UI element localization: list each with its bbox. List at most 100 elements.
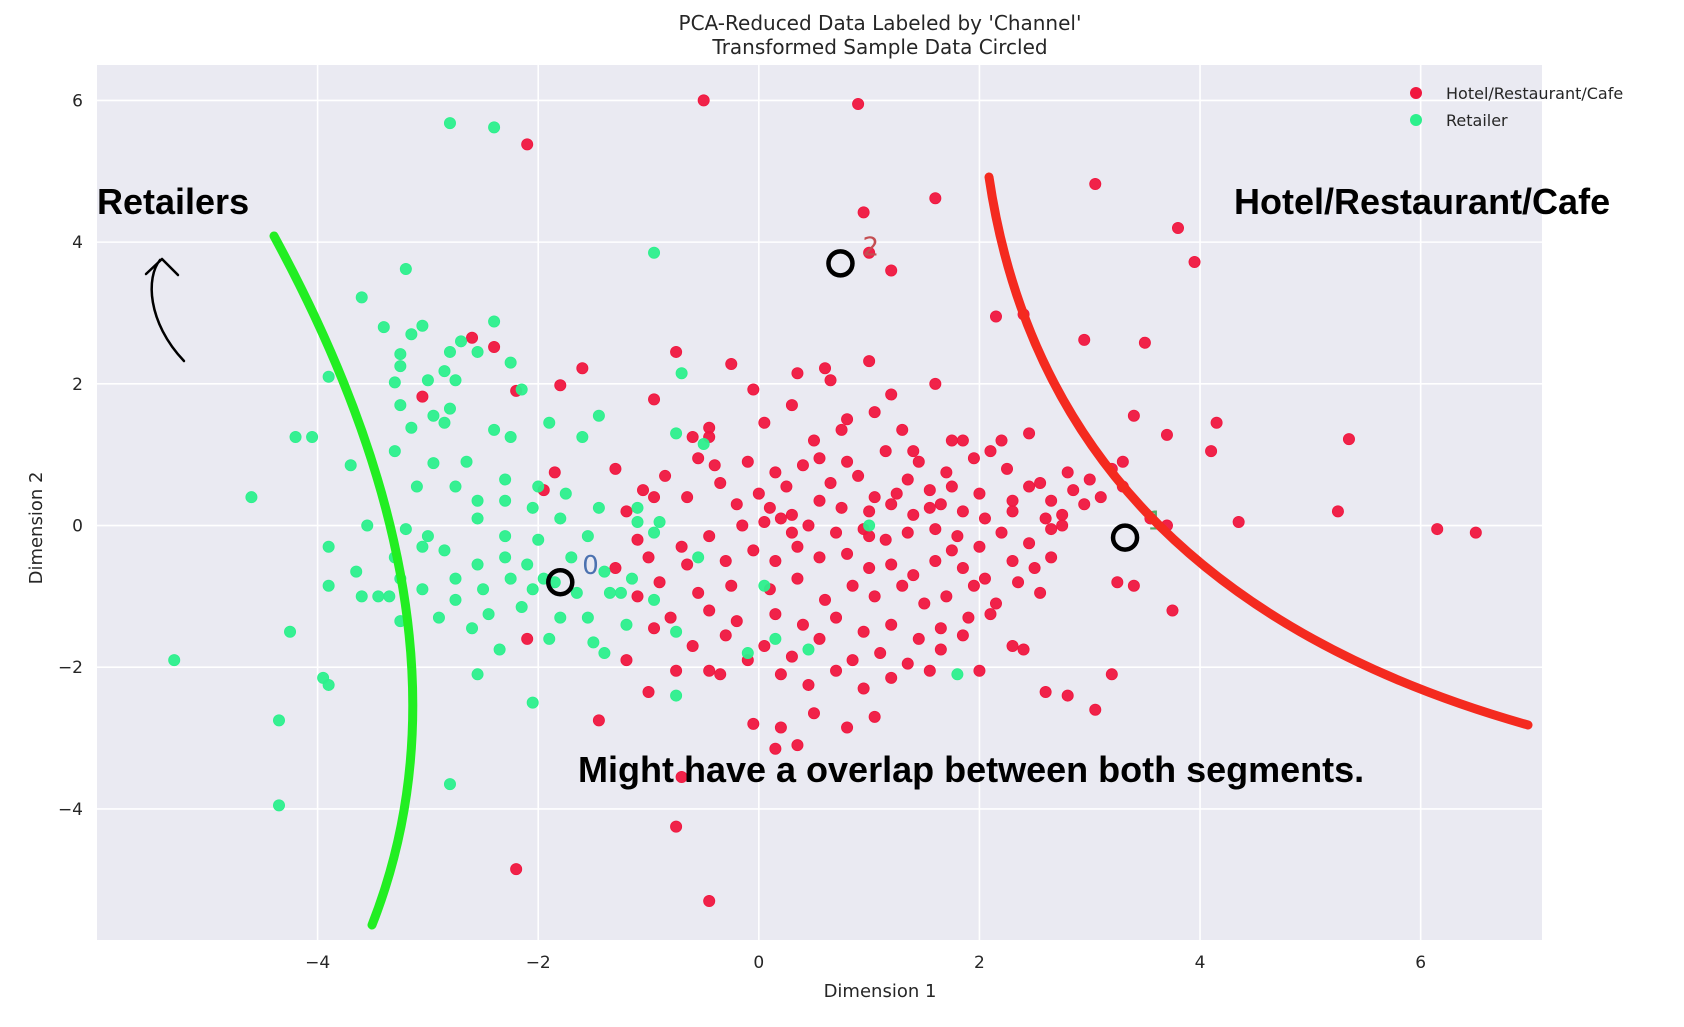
data-point-retailer <box>532 480 545 493</box>
data-point-hotel <box>730 498 743 511</box>
y-tick-label: 0 <box>72 517 83 537</box>
data-point-hotel <box>956 629 969 642</box>
data-point-retailer <box>273 714 286 727</box>
data-point-retailer <box>471 668 484 681</box>
data-point-retailer <box>421 374 434 387</box>
data-point-hotel <box>725 579 738 592</box>
sample-circle-0 <box>546 567 575 597</box>
data-point-hotel <box>642 551 655 564</box>
data-point-retailer <box>383 590 396 603</box>
data-point-hotel <box>929 192 942 205</box>
data-point-retailer <box>521 558 534 571</box>
data-point-hotel <box>785 399 798 412</box>
data-point-retailer <box>289 430 302 443</box>
data-point-hotel <box>1078 498 1091 511</box>
data-point-hotel <box>912 632 925 645</box>
data-point-hotel <box>1006 554 1019 567</box>
data-point-hotel <box>785 650 798 663</box>
data-point-hotel <box>1171 221 1184 234</box>
data-point-retailer <box>427 457 440 470</box>
data-point-retailer <box>477 583 490 596</box>
data-point-hotel <box>890 487 903 500</box>
data-point-hotel <box>907 508 920 521</box>
data-point-hotel <box>1083 473 1096 486</box>
data-point-retailer <box>570 586 583 599</box>
data-point-hotel <box>774 668 787 681</box>
data-point-retailer <box>322 579 335 592</box>
data-point-hotel <box>868 491 881 504</box>
data-point-retailer <box>394 399 407 412</box>
data-point-hotel <box>769 554 782 567</box>
data-point-hotel <box>725 357 738 370</box>
x-tick-label: 6 <box>1415 953 1426 973</box>
data-point-retailer <box>482 608 495 621</box>
data-point-hotel <box>802 678 815 691</box>
data-point-hotel <box>951 530 964 543</box>
data-point-retailer <box>322 678 335 691</box>
data-point-retailer <box>515 383 528 396</box>
data-point-hotel <box>841 721 854 734</box>
data-point-hotel <box>675 540 688 553</box>
data-point-hotel <box>1034 477 1047 490</box>
data-point-hotel <box>681 491 694 504</box>
data-point-retailer <box>670 689 683 702</box>
grid-lines <box>97 65 1542 940</box>
data-point-retailer <box>598 565 611 578</box>
data-point-retailer <box>488 423 501 436</box>
data-point-hotel <box>1001 462 1014 475</box>
data-point-retailer <box>631 515 644 528</box>
data-point-hotel <box>703 664 716 677</box>
data-point-hotel <box>863 562 876 575</box>
data-point-hotel <box>857 682 870 695</box>
data-point-hotel <box>1039 512 1052 525</box>
data-point-retailer <box>532 533 545 546</box>
data-point-retailer <box>416 583 429 596</box>
data-point-hotel <box>675 771 688 784</box>
data-point-hotel <box>791 540 804 553</box>
tick-labels: −4 −2 0 2 4 6 −4 −2 0 2 4 6 <box>58 91 1426 973</box>
data-point-hotel <box>907 445 920 458</box>
data-point-hotel <box>488 340 501 353</box>
sample-label-0: 0 <box>582 551 599 581</box>
data-point-hotel <box>592 714 605 727</box>
data-point-hotel <box>686 430 699 443</box>
data-point-hotel <box>769 466 782 479</box>
y-tick-label: −2 <box>58 658 83 678</box>
data-point-hotel <box>1006 639 1019 652</box>
data-point-hotel <box>1056 508 1069 521</box>
data-point-hotel <box>1210 416 1223 429</box>
data-point-retailer <box>168 654 181 667</box>
x-tick-label: −2 <box>526 953 551 973</box>
data-point-hotel <box>835 423 848 436</box>
data-point-hotel <box>708 459 721 472</box>
data-point-hotel <box>780 480 793 493</box>
data-point-hotel <box>989 310 1002 323</box>
data-point-hotel <box>609 562 622 575</box>
data-point-retailer <box>394 348 407 361</box>
sample-label-2: 2 <box>862 232 879 262</box>
data-point-hotel <box>989 597 1002 610</box>
data-point-hotel <box>830 611 843 624</box>
data-point-retailer <box>432 611 445 624</box>
data-point-hotel <box>1078 333 1091 346</box>
data-point-hotel <box>631 533 644 546</box>
data-point-retailer <box>438 544 451 557</box>
data-point-hotel <box>416 390 429 403</box>
data-point-hotel <box>978 572 991 585</box>
data-point-retailer <box>603 586 616 599</box>
data-point-hotel <box>1160 428 1173 441</box>
data-point-retailer <box>802 643 815 656</box>
data-point-hotel <box>576 362 589 375</box>
data-point-retailer <box>576 430 589 443</box>
data-point-hotel <box>1045 551 1058 564</box>
data-points <box>168 94 1482 908</box>
data-point-retailer <box>648 526 661 539</box>
data-point-retailer <box>587 636 600 649</box>
data-point-hotel <box>609 462 622 475</box>
x-tick-label: −4 <box>305 953 330 973</box>
data-point-hotel <box>923 664 936 677</box>
data-point-hotel <box>885 671 898 684</box>
data-point-retailer <box>526 501 539 514</box>
data-point-retailer <box>443 778 456 791</box>
